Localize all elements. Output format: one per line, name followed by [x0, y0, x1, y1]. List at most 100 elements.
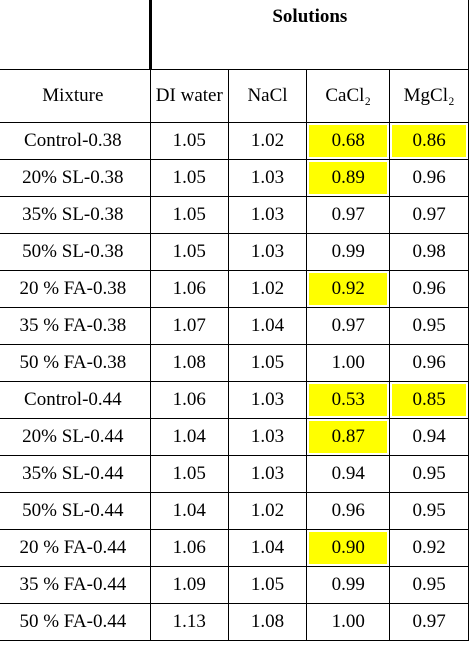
- nacl-cell: 1.05: [227, 566, 308, 604]
- highlighted-value: 0.90: [309, 532, 388, 564]
- mgcl2-cell: 0.95: [389, 566, 469, 604]
- di-water-cell: 1.06: [149, 270, 229, 308]
- table-row: 35 % FA-0.38 1.07 1.04 0.97 0.95: [0, 307, 469, 345]
- column-header-row: Mixture DI water NaCl CaCl₂ MgCl₂: [0, 69, 469, 123]
- table-row: 35% SL-0.44 1.05 1.03 0.94 0.95: [0, 455, 469, 493]
- di-water-cell: 1.05: [149, 455, 229, 493]
- di-water-cell: 1.05: [149, 196, 229, 234]
- highlighted-value: 0.87: [309, 421, 388, 453]
- cacl2-cell: 0.53: [306, 381, 391, 419]
- mixture-cell: 35 % FA-0.44: [0, 566, 151, 604]
- mixture-cell: Control-0.44: [0, 381, 151, 419]
- mgcl2-cell: 0.97: [389, 196, 469, 234]
- mixture-cell: 50% SL-0.38: [0, 233, 151, 271]
- cacl2-cell: 0.97: [306, 196, 391, 234]
- nacl-cell: 1.04: [227, 307, 308, 345]
- highlighted-value: 0.86: [392, 125, 466, 157]
- di-water-cell: 1.06: [149, 381, 229, 419]
- table-row: 20 % FA-0.38 1.06 1.02 0.92 0.96: [0, 270, 469, 308]
- nacl-cell: 1.02: [227, 122, 308, 160]
- group-header-row: Solutions: [0, 0, 470, 70]
- highlighted-value: 0.89: [309, 162, 388, 194]
- di-water-cell: 1.07: [149, 307, 229, 345]
- di-water-cell: 1.06: [149, 529, 229, 567]
- col-header-nacl: NaCl: [227, 69, 308, 123]
- nacl-cell: 1.04: [227, 529, 308, 567]
- highlighted-value: 0.68: [309, 125, 388, 157]
- mgcl2-cell: 0.95: [389, 307, 469, 345]
- mixture-cell: 20% SL-0.38: [0, 159, 151, 197]
- mgcl2-cell: 0.97: [389, 603, 469, 641]
- cacl2-cell: 0.89: [306, 159, 391, 197]
- cacl2-cell: 1.00: [306, 603, 391, 641]
- highlighted-value: 0.85: [392, 384, 466, 416]
- nacl-cell: 1.03: [227, 381, 308, 419]
- mgcl2-cell: 0.95: [389, 492, 469, 530]
- mixture-cell: 35% SL-0.44: [0, 455, 151, 493]
- di-water-cell: 1.08: [149, 344, 229, 382]
- di-water-cell: 1.13: [149, 603, 229, 641]
- nacl-cell: 1.03: [227, 455, 308, 493]
- col-header-mixture: Mixture: [0, 69, 151, 123]
- di-water-cell: 1.04: [149, 492, 229, 530]
- mgcl2-cell: 0.86: [389, 122, 469, 160]
- mgcl2-cell: 0.92: [389, 529, 469, 567]
- table-row: 35 % FA-0.44 1.09 1.05 0.99 0.95: [0, 566, 469, 604]
- cacl2-cell: 0.97: [306, 307, 391, 345]
- cacl2-cell: 0.68: [306, 122, 391, 160]
- cacl2-cell: 0.99: [306, 233, 391, 271]
- mgcl2-cell: 0.94: [389, 418, 469, 456]
- mixture-cell: 20 % FA-0.44: [0, 529, 151, 567]
- table-row: 20% SL-0.44 1.04 1.03 0.87 0.94: [0, 418, 469, 456]
- mixture-cell: 20 % FA-0.38: [0, 270, 151, 308]
- table-row: 50% SL-0.44 1.04 1.02 0.96 0.95: [0, 492, 469, 530]
- table-row: 50 % FA-0.44 1.13 1.08 1.00 0.97: [0, 603, 469, 641]
- cacl2-cell: 0.96: [306, 492, 391, 530]
- highlighted-value: 0.53: [309, 384, 388, 416]
- header-corner: [0, 0, 152, 70]
- di-water-cell: 1.09: [149, 566, 229, 604]
- table-row: 50 % FA-0.38 1.08 1.05 1.00 0.96: [0, 344, 469, 382]
- nacl-cell: 1.05: [227, 344, 308, 382]
- mixture-cell: Control-0.38: [0, 122, 151, 160]
- nacl-cell: 1.03: [227, 196, 308, 234]
- table-row: Control-0.38 1.05 1.02 0.68 0.86: [0, 122, 469, 160]
- mixture-cell: 50 % FA-0.44: [0, 603, 151, 641]
- table-row: 20% SL-0.38 1.05 1.03 0.89 0.96: [0, 159, 469, 197]
- table-row: 20 % FA-0.44 1.06 1.04 0.90 0.92: [0, 529, 469, 567]
- col-header-mgcl2: MgCl₂: [389, 69, 469, 123]
- table-row: 50% SL-0.38 1.05 1.03 0.99 0.98: [0, 233, 469, 271]
- di-water-cell: 1.05: [149, 122, 229, 160]
- cacl2-cell: 1.00: [306, 344, 391, 382]
- cacl2-cell: 0.92: [306, 270, 391, 308]
- mgcl2-cell: 0.85: [389, 381, 469, 419]
- di-water-cell: 1.05: [149, 233, 229, 271]
- nacl-cell: 1.03: [227, 159, 308, 197]
- mixture-cell: 50% SL-0.44: [0, 492, 151, 530]
- nacl-cell: 1.02: [227, 492, 308, 530]
- mixture-cell: 35 % FA-0.38: [0, 307, 151, 345]
- table-row: 35% SL-0.38 1.05 1.03 0.97 0.97: [0, 196, 469, 234]
- cacl2-cell: 0.94: [306, 455, 391, 493]
- mgcl2-cell: 0.98: [389, 233, 469, 271]
- di-water-cell: 1.04: [149, 418, 229, 456]
- cacl2-cell: 0.87: [306, 418, 391, 456]
- solutions-header: Solutions: [149, 0, 470, 70]
- nacl-cell: 1.08: [227, 603, 308, 641]
- nacl-cell: 1.03: [227, 233, 308, 271]
- cacl2-cell: 0.99: [306, 566, 391, 604]
- mgcl2-cell: 0.96: [389, 344, 469, 382]
- col-header-di-water: DI water: [149, 69, 229, 123]
- cacl2-cell: 0.90: [306, 529, 391, 567]
- highlighted-value: 0.92: [309, 273, 388, 305]
- mixture-cell: 20% SL-0.44: [0, 418, 151, 456]
- mixture-cell: 50 % FA-0.38: [0, 344, 151, 382]
- di-water-cell: 1.05: [149, 159, 229, 197]
- mgcl2-cell: 0.95: [389, 455, 469, 493]
- table-row: Control-0.44 1.06 1.03 0.53 0.85: [0, 381, 469, 419]
- col-header-cacl2: CaCl₂: [306, 69, 391, 123]
- mgcl2-cell: 0.96: [389, 270, 469, 308]
- nacl-cell: 1.02: [227, 270, 308, 308]
- mgcl2-cell: 0.96: [389, 159, 469, 197]
